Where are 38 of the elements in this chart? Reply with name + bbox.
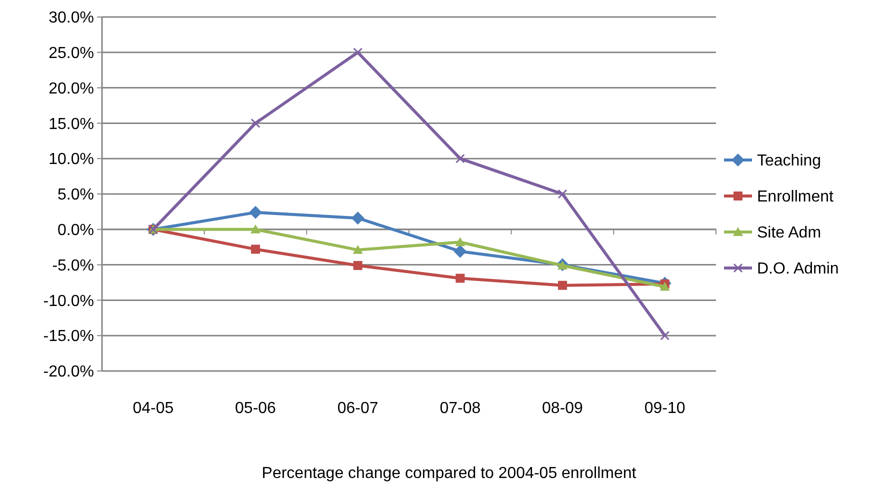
y-tick-label: 30.0% [48, 10, 94, 27]
point [456, 274, 465, 283]
x-tick-label: 08-09 [542, 400, 584, 417]
point [455, 154, 465, 164]
point [660, 282, 670, 291]
y-tick-label: 0.0% [58, 222, 94, 239]
y-tick-label: -10.0% [43, 292, 94, 310]
point [352, 244, 363, 254]
y-tick-label: 10.0% [48, 151, 94, 168]
point [455, 237, 466, 246]
x-axis-title: Percentage change compared to 2004-05 enrollment [262, 465, 637, 482]
legend-label: D.O. Admin [757, 260, 839, 278]
x-tick-label: 06-07 [337, 400, 378, 417]
legend-label: Enrollment [757, 188, 834, 206]
y-tick-label: 20.0% [48, 80, 94, 98]
point [558, 189, 568, 199]
point [351, 212, 364, 225]
point [250, 118, 260, 128]
x-tick-label: 05-06 [235, 400, 276, 417]
y-tick-label: -15.0% [43, 328, 94, 346]
legend-label: Site Adm [757, 224, 822, 242]
x-tick-label: 07-08 [440, 400, 481, 417]
x-tick-label: 09-10 [644, 400, 686, 417]
point [250, 224, 260, 234]
point [660, 330, 670, 340]
y-tick-label: 15.0% [48, 116, 94, 133]
point [353, 261, 362, 270]
x-tick-label: 04-05 [132, 400, 174, 417]
y-tick-label: -20.0% [43, 364, 94, 381]
point [454, 244, 467, 258]
y-tick-label: -5.0% [52, 257, 94, 274]
y-tick-label: 25.0% [48, 45, 94, 62]
legend-label: Teaching [757, 152, 822, 170]
point [249, 206, 262, 219]
point [558, 280, 567, 290]
point [251, 244, 260, 254]
point [353, 48, 363, 58]
y-tick-label: 5.0% [58, 186, 94, 204]
